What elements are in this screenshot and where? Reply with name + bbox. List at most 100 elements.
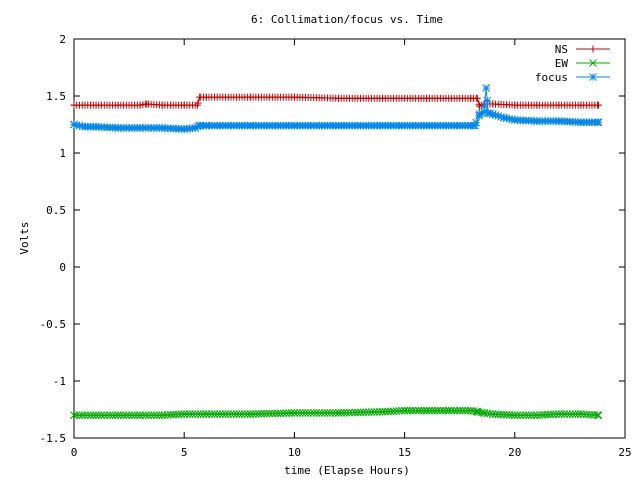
data-point [235,410,244,418]
data-point [196,93,204,101]
data-point [560,410,569,418]
x-tick-label: 15 [398,446,411,459]
data-point [103,411,111,420]
data-point [571,410,580,418]
data-point [185,410,194,418]
data-point [218,410,227,418]
y-tick-label: 1 [59,147,66,160]
data-point [510,116,519,124]
data-point [527,411,536,420]
data-point [329,409,337,417]
data-point [417,406,425,415]
data-point [315,409,324,417]
data-point [133,411,142,420]
data-point [400,406,409,415]
data-point [243,410,252,418]
data-point [513,411,522,420]
data-point [199,410,208,418]
data-point [180,125,189,133]
plot-area [73,38,626,439]
data-point [307,409,315,417]
data-point [334,121,343,130]
x-tick-label: 20 [508,446,521,459]
data-point [577,101,585,109]
data-point [136,124,144,132]
data-point [439,406,448,415]
data-point [232,410,241,418]
data-point [97,411,106,420]
data-point [563,410,571,418]
data-point [194,410,202,418]
data-point [122,411,131,420]
data-point [144,411,153,420]
data-point [557,410,566,418]
data-point [94,411,103,420]
data-point [521,411,530,420]
data-point [467,94,475,102]
data-point [202,410,211,418]
data-point [453,406,461,415]
data-point [114,124,122,132]
data-point [75,411,84,420]
legend-label: focus [535,71,568,84]
data-point [589,45,597,53]
data-point [312,409,321,417]
data-point [70,120,78,129]
data-point [301,409,310,417]
y-tick-label: -0.5 [40,318,67,331]
data-point [290,121,299,130]
y-axis-label: Volts [18,221,31,254]
data-point [458,406,467,415]
data-point [431,406,439,415]
data-point [533,101,541,109]
data-point [499,113,508,122]
data-point [422,121,431,130]
data-point [227,410,235,418]
data-point [213,410,222,418]
data-point [293,409,302,417]
data-point [246,93,254,101]
data-point [78,411,87,420]
data-point [334,94,342,102]
data-point [143,100,151,108]
data-point [108,411,117,420]
data-point [511,101,519,109]
data-point [425,406,434,415]
data-point [238,410,246,418]
data-point [116,411,125,420]
x-tick-label: 5 [181,446,188,459]
data-point [210,410,219,418]
data-point [594,118,603,127]
data-point [221,410,230,418]
data-point [130,411,139,420]
data-point [207,410,216,418]
data-point [205,410,213,418]
y-tick-label: 0 [59,261,66,274]
series-ew [70,406,603,420]
data-point [202,121,211,130]
data-point [83,411,92,420]
legend-label: NS [555,43,568,56]
data-point [150,411,158,420]
data-point [471,121,479,130]
data-point [442,406,450,415]
data-point [483,96,492,105]
data-point [519,411,527,420]
data-point [139,411,147,420]
data-point [593,411,602,419]
data-point [428,406,437,415]
data-point [216,410,224,418]
data-point [577,118,585,127]
data-point [180,410,189,418]
data-point [81,411,89,420]
series-layer [70,84,603,420]
data-point [114,101,122,109]
data-point [128,411,136,420]
data-point [183,410,191,418]
data-point [594,411,603,420]
x-tick-label: 25 [618,446,631,459]
data-point [524,411,533,420]
data-point [423,94,431,102]
data-point [89,411,98,420]
